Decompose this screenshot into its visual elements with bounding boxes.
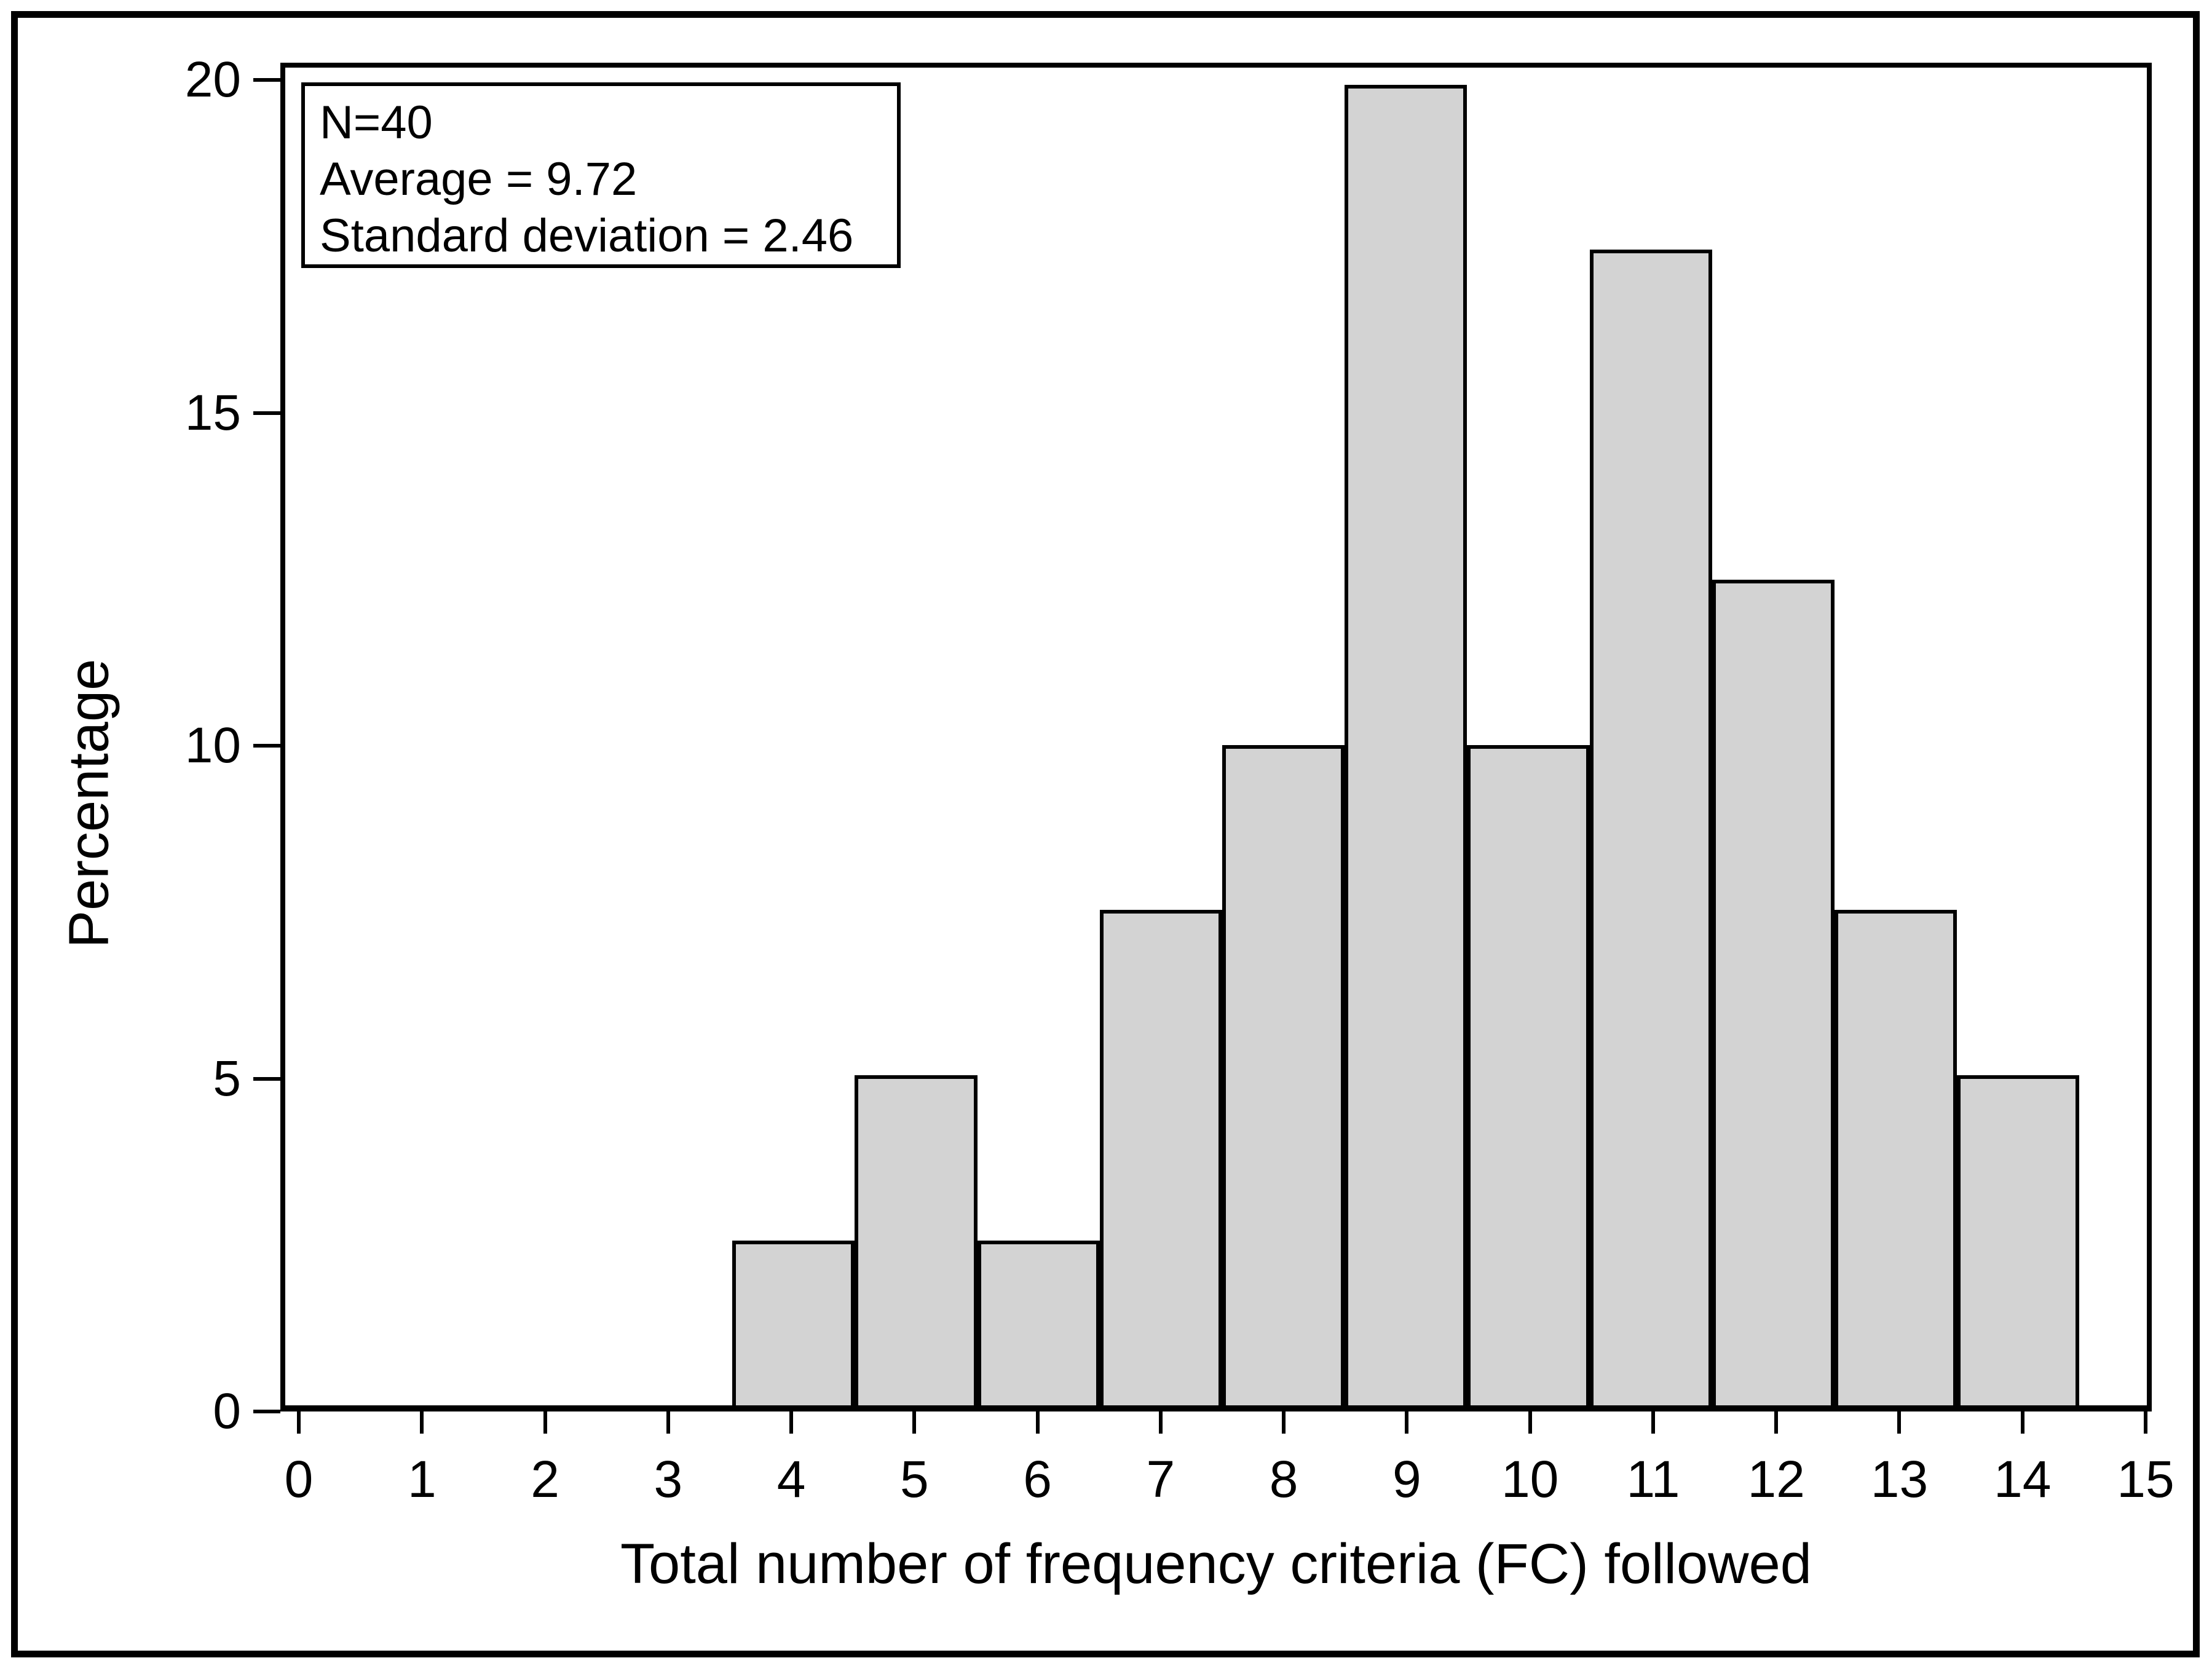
x-tick-6 (1035, 1410, 1040, 1434)
x-tick-10 (1528, 1410, 1532, 1434)
bar-x14 (1957, 1075, 2080, 1405)
x-tick-11 (1651, 1410, 1655, 1434)
x-tick-label-3: 3 (654, 1450, 683, 1508)
x-axis-title: Total number of frequency criteria (FC) … (620, 1533, 1812, 1595)
x-tick-7 (1158, 1410, 1163, 1434)
bar-x6 (977, 1240, 1100, 1405)
x-tick-label-15: 15 (2117, 1450, 2174, 1508)
x-tick-label-13: 13 (1870, 1450, 1929, 1508)
x-tick-label-12: 12 (1747, 1450, 1805, 1508)
x-tick-8 (1282, 1410, 1286, 1434)
annotation-line-n: N=40 (320, 97, 433, 149)
x-tick-4 (789, 1410, 794, 1434)
x-tick-12 (1774, 1410, 1779, 1434)
y-tick-label-20: 20 (184, 52, 241, 108)
y-axis-tick-labels: 0 5 10 15 20 (74, 55, 241, 1437)
x-tick-1 (420, 1410, 424, 1434)
x-tick-label-11: 11 (1626, 1450, 1680, 1508)
x-tick-label-0: 0 (284, 1450, 314, 1508)
y-tick-0 (253, 1410, 280, 1413)
bar-x5 (855, 1075, 978, 1405)
x-tick-label-8: 8 (1269, 1450, 1298, 1508)
x-tick-15 (2143, 1410, 2147, 1434)
x-tick-label-2: 2 (531, 1450, 559, 1508)
figure-border (11, 11, 2200, 1657)
x-tick-label-7: 7 (1146, 1450, 1175, 1508)
x-tick-label-4: 4 (776, 1450, 806, 1508)
x-tick-3 (666, 1410, 670, 1434)
bar-x10 (1467, 744, 1590, 1405)
y-tick-5 (253, 1076, 280, 1081)
x-tick-label-10: 10 (1501, 1450, 1559, 1508)
x-tick-9 (1405, 1410, 1409, 1434)
x-tick-14 (2020, 1410, 2024, 1434)
plot-area (280, 63, 2152, 1411)
bar-x12 (1712, 580, 1835, 1405)
y-tick-10 (253, 744, 280, 748)
bar-x13 (1835, 910, 1957, 1405)
bar-x7 (1099, 910, 1222, 1405)
y-tick-label-10: 10 (184, 717, 241, 774)
y-axis-ticks (253, 63, 280, 1413)
annotation-line-average: Average = 9.72 (320, 153, 638, 205)
y-tick-label-0: 0 (213, 1383, 241, 1439)
annotation-line-stddev: Standard deviation = 2.46 (320, 210, 854, 262)
y-tick-label-5: 5 (213, 1050, 241, 1107)
x-tick-label-5: 5 (899, 1450, 929, 1508)
y-tick-20 (253, 78, 280, 82)
bars-layer (285, 68, 2147, 1405)
y-tick-label-15: 15 (184, 384, 241, 441)
x-tick-0 (297, 1410, 301, 1434)
bar-x4 (732, 1240, 855, 1405)
x-tick-label-1: 1 (407, 1450, 436, 1508)
x-tick-label-9: 9 (1392, 1450, 1421, 1508)
y-tick-15 (253, 411, 280, 415)
x-axis-tick-labels: 0 1 2 3 4 5 6 7 8 9 10 11 12 13 14 15 (280, 1450, 2174, 1515)
x-tick-label-6: 6 (1023, 1450, 1052, 1508)
x-tick-2 (543, 1410, 547, 1434)
bar-x8 (1222, 744, 1345, 1405)
bar-x11 (1589, 250, 1712, 1405)
bar-x9 (1345, 84, 1467, 1405)
x-tick-label-14: 14 (1994, 1450, 2052, 1508)
x-tick-5 (912, 1410, 917, 1434)
x-axis-ticks (280, 1410, 2152, 1436)
x-tick-13 (1897, 1410, 1902, 1434)
stats-annotation-box: N=40 Average = 9.72 Standard deviation =… (301, 82, 901, 268)
